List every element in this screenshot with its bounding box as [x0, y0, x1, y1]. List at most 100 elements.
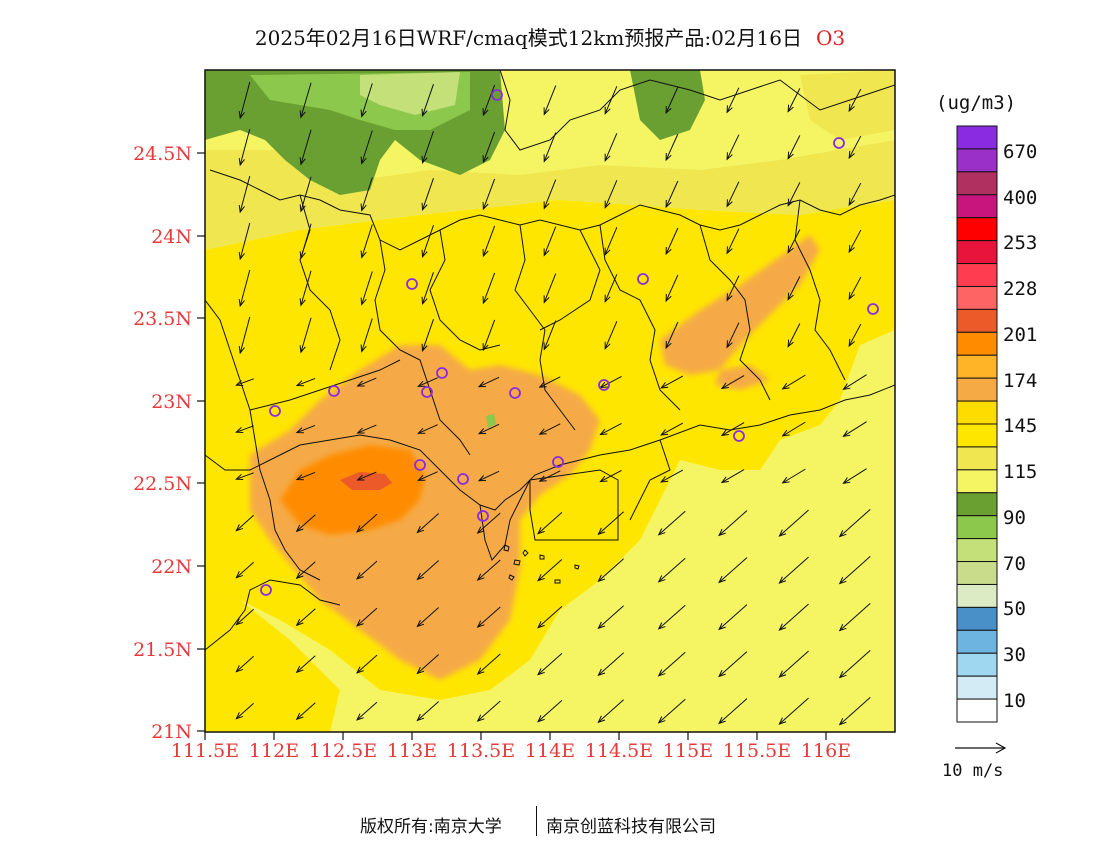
- lon-label: 113.5E: [446, 740, 516, 762]
- wind-arrow: [295, 608, 316, 627]
- wind-arrow: [726, 87, 740, 114]
- wind-arrow: [543, 273, 557, 304]
- wind-arrow: [421, 319, 434, 353]
- wind-arrow: [657, 557, 686, 583]
- site-marker: [867, 303, 879, 315]
- legend-label: 400: [1003, 187, 1038, 209]
- wind-arrow: [787, 182, 801, 207]
- colorbar-segment: [956, 652, 998, 677]
- wind-arrow: [657, 604, 686, 630]
- wind-arrow: [778, 697, 809, 725]
- island: [513, 559, 521, 566]
- wind-arrow: [838, 650, 871, 679]
- lon-label: 112.5E: [308, 740, 378, 762]
- wind-arrow: [421, 84, 434, 118]
- wind-arrow: [416, 560, 439, 581]
- wind-arrow: [660, 469, 684, 483]
- site-marker: [406, 278, 418, 290]
- site-marker: [552, 456, 564, 468]
- concentration-field: [205, 70, 895, 732]
- lon-label: 115.5E: [722, 740, 792, 762]
- lat-label: 23N: [151, 391, 192, 413]
- wind-arrow: [543, 320, 557, 351]
- colorbar-segment: [956, 629, 998, 654]
- wind-arrow: [665, 321, 679, 350]
- wind-arrow: [848, 229, 862, 254]
- colorbar-segment: [956, 675, 998, 700]
- wind-arrow: [604, 180, 618, 209]
- wind-arrow: [356, 513, 378, 533]
- lon-label: 113E: [386, 740, 438, 762]
- wind-arrow: [604, 274, 618, 303]
- wind-arrow: [665, 227, 679, 256]
- wind-arrow: [482, 84, 496, 117]
- legend-label: 115: [1003, 461, 1038, 483]
- wind-arrow: [538, 376, 561, 388]
- peak-ozone-core: [340, 472, 392, 490]
- colorbar-segment: [956, 469, 998, 494]
- wind-arrow: [235, 561, 254, 579]
- company-text: 南京创蓝科技有限公司: [546, 817, 716, 837]
- site-marker: [637, 273, 649, 285]
- county-border-11: [254, 439, 321, 581]
- wind-arrow: [838, 697, 871, 726]
- wind-arrow: [848, 135, 862, 160]
- wind-arrow: [657, 510, 686, 536]
- wind-arrow: [537, 605, 563, 629]
- lat-label: 24N: [151, 226, 192, 248]
- wind-arrow: [781, 468, 806, 484]
- colorbar-segment: [956, 492, 998, 517]
- coastline-west: [205, 579, 341, 651]
- wind-arrow: [476, 559, 501, 581]
- legend-label: 70: [1003, 553, 1026, 575]
- legend-label: 201: [1003, 324, 1038, 346]
- wind-arrow: [787, 323, 801, 348]
- wind-arrow: [299, 317, 312, 354]
- colorbar-segment: [956, 308, 998, 333]
- colorbar-segment: [956, 125, 998, 150]
- wind-arrow: [482, 225, 496, 258]
- orange-plume: [250, 345, 600, 680]
- map-title: 2025年02月16日WRF/cmaq模式12km预报产品:02月16日 O3: [0, 22, 1100, 51]
- county-border-1: [374, 239, 471, 456]
- colorbar-segment: [956, 423, 998, 448]
- wind-arrow: [781, 374, 806, 390]
- wind-arrow: [778, 603, 809, 631]
- wind-arrow: [726, 322, 740, 349]
- wind-arrow: [848, 323, 862, 348]
- wind-arrow: [295, 702, 316, 721]
- wind-arrow: [660, 375, 684, 389]
- wind-arrow: [238, 128, 251, 167]
- wind-arrow: [848, 276, 862, 301]
- legend-label: 10: [1003, 690, 1026, 712]
- colorbar-segment: [956, 698, 998, 723]
- wind-arrow: [421, 178, 434, 212]
- site-marker: [733, 430, 745, 442]
- copyright-text: 版权所有:南京大学: [360, 817, 502, 837]
- islands: [503, 544, 580, 584]
- species-label: O3: [815, 26, 846, 50]
- wind-arrow: [417, 424, 438, 434]
- wind-arrow: [720, 422, 745, 437]
- legend-label: 228: [1003, 278, 1038, 300]
- wind-arrow: [421, 272, 434, 306]
- wind-arrow: [665, 180, 679, 209]
- wind-arrow: [482, 272, 496, 305]
- lat-label: 22N: [151, 556, 192, 578]
- lon-label: 116E: [800, 740, 852, 762]
- wind-arrow: [537, 699, 563, 723]
- wind-arrow: [295, 561, 316, 580]
- site-marker: [457, 473, 469, 485]
- wind-arrow: [295, 424, 316, 434]
- northeast-orange-patch: [660, 235, 820, 375]
- small-green-spot: [486, 414, 496, 428]
- wind-reference-label: 10 m/s: [942, 761, 1004, 781]
- wind-arrow: [597, 558, 624, 583]
- wind-arrow: [356, 424, 377, 434]
- wind-arrow: [299, 223, 312, 260]
- wind-arrow: [360, 318, 373, 353]
- wind-arrow: [235, 425, 254, 434]
- wind-arrow: [597, 652, 624, 677]
